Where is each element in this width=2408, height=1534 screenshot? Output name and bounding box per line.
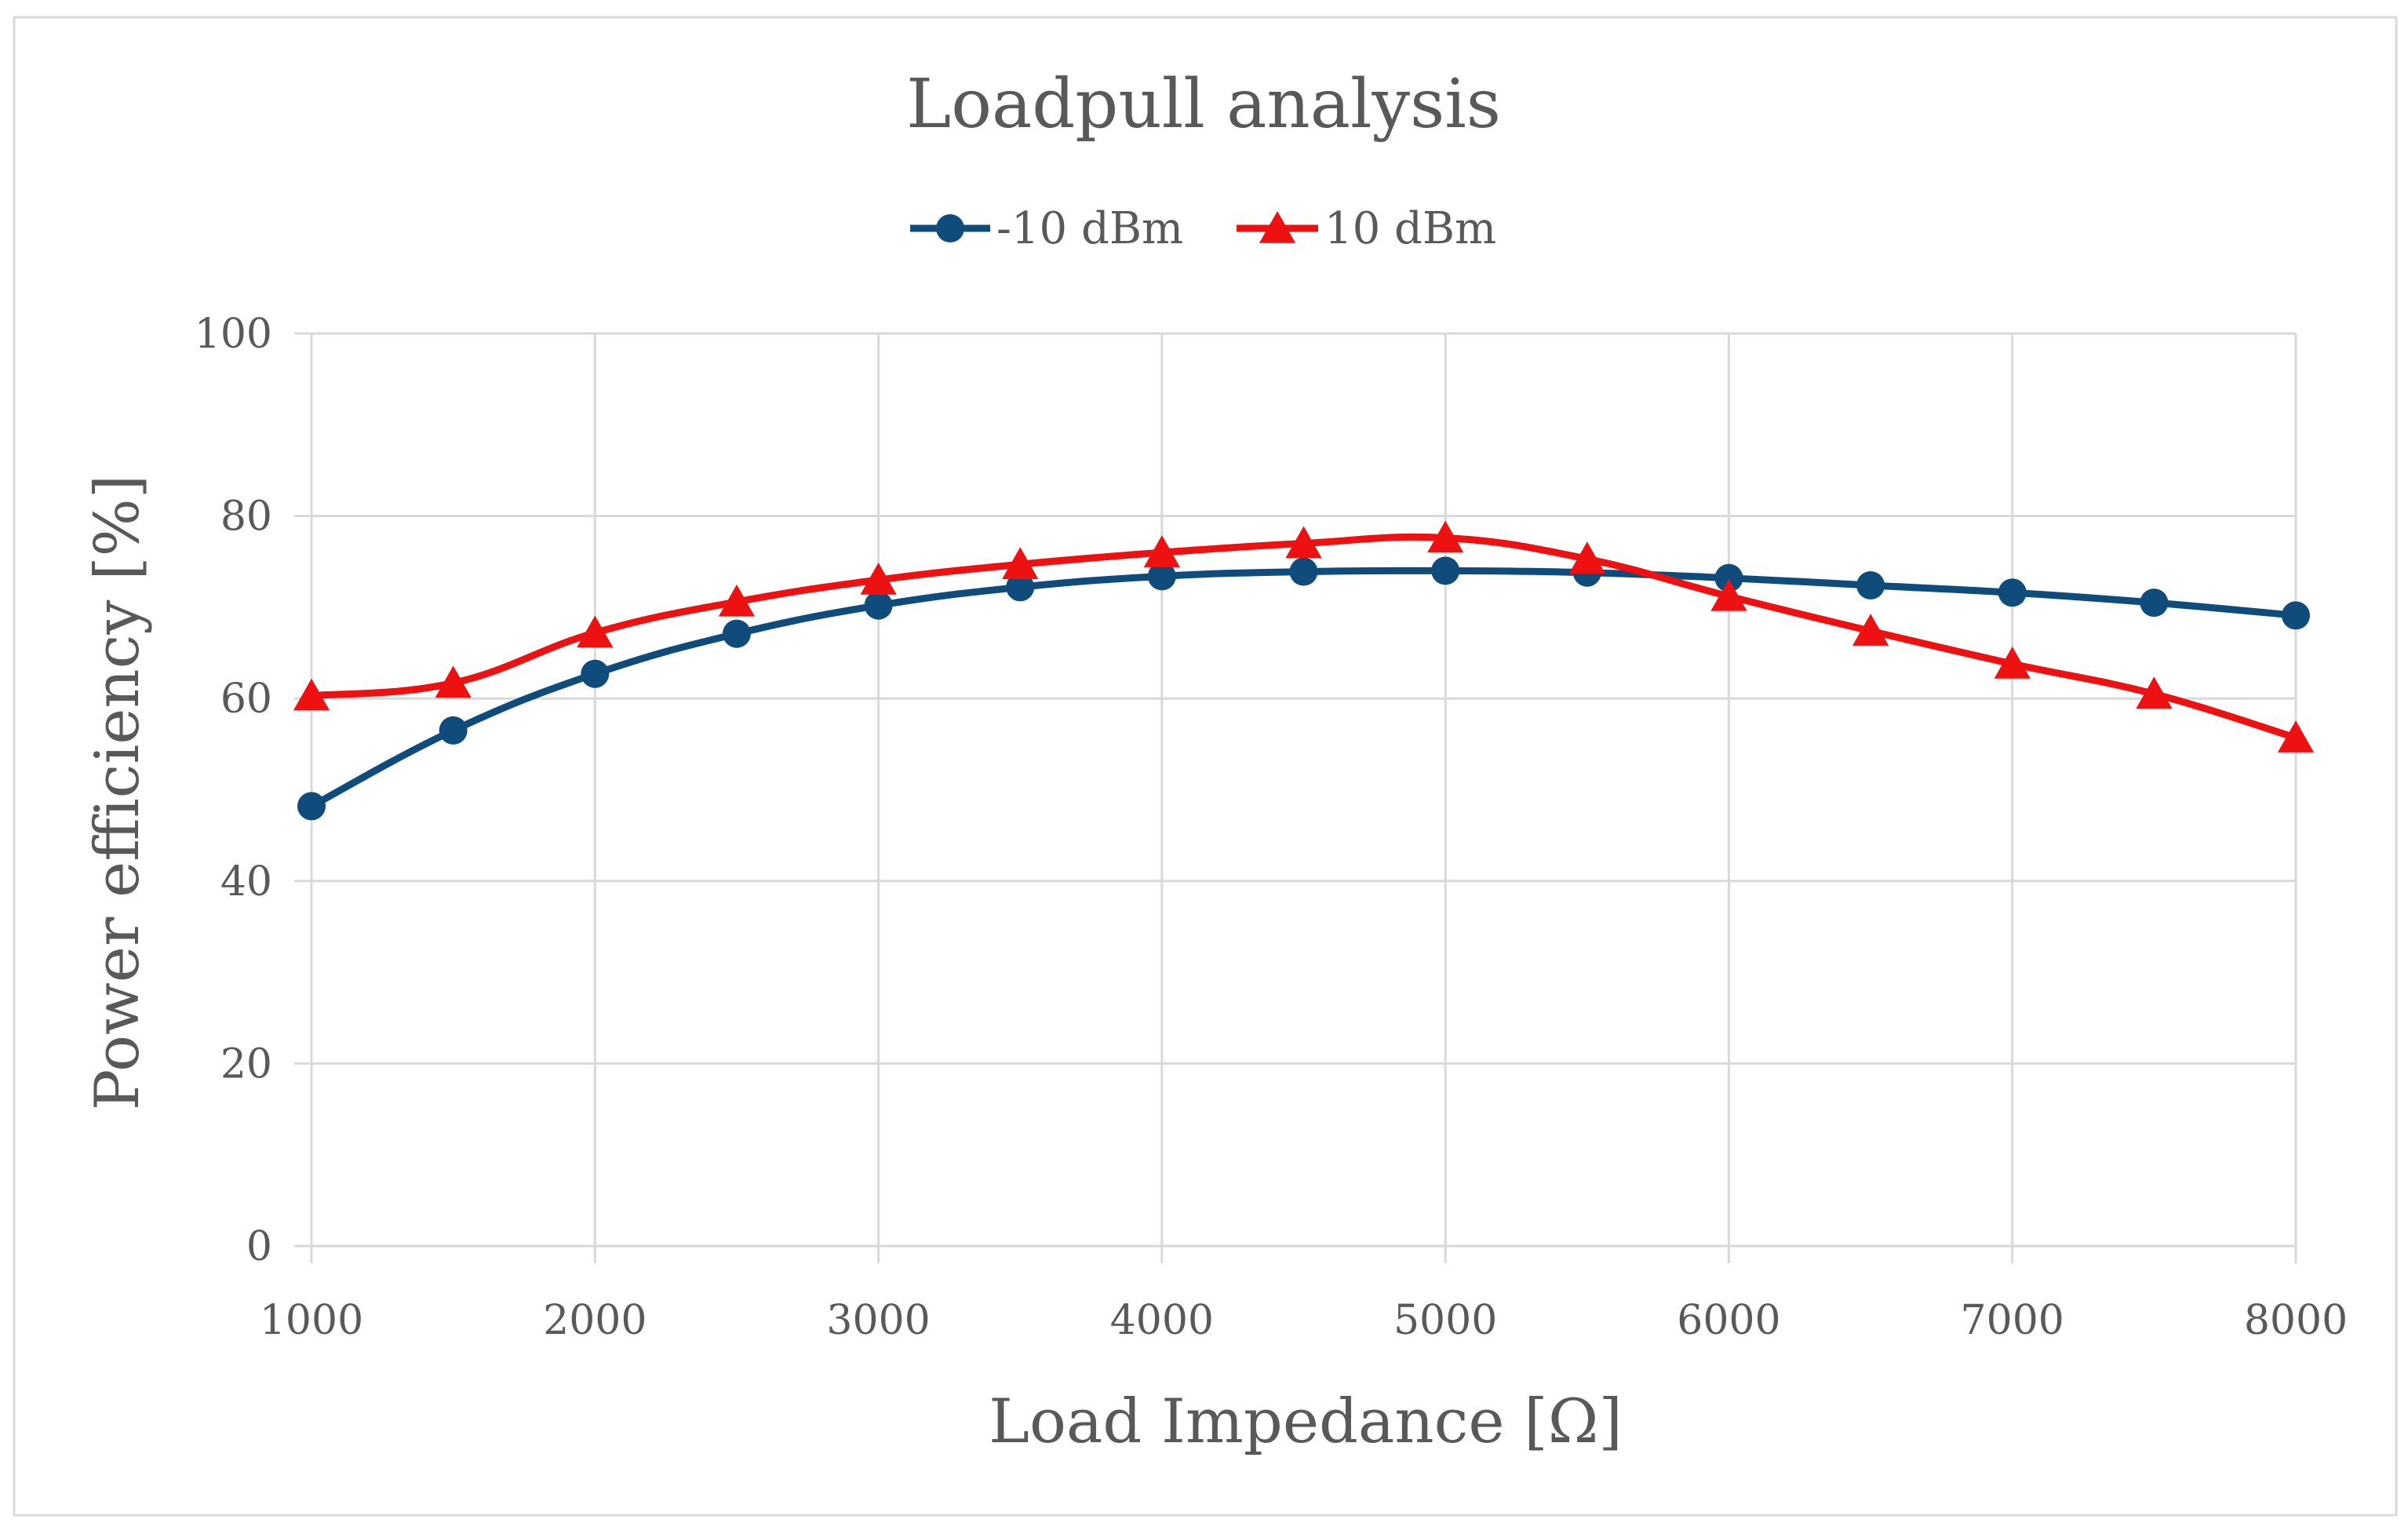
- data-point: [577, 615, 614, 648]
- data-point: [1002, 547, 1039, 579]
- y-axis: 0 20 40 60 80 100: [195, 311, 311, 1270]
- y-tick-label: 0: [246, 1223, 272, 1270]
- data-point: [1285, 526, 1322, 559]
- y-tick-label: 40: [220, 858, 272, 905]
- data-point: [1289, 557, 1318, 586]
- data-point: [1431, 556, 1460, 585]
- series-layer: [293, 520, 2315, 821]
- data-point: [297, 792, 326, 821]
- data-point: [1710, 578, 1747, 611]
- y-tick-label: 100: [195, 311, 272, 358]
- legend-marker: [1259, 211, 1296, 243]
- legend-item-0: -10 dBm: [910, 203, 1183, 254]
- legend: -10 dBm 10 dBm: [910, 203, 1496, 254]
- series-1: [293, 520, 2315, 752]
- gridlines: [310, 332, 2297, 1263]
- data-point: [1856, 570, 1885, 599]
- data-point: [860, 563, 897, 595]
- x-axis: 1000 2000 3000 4000 5000 6000 7000 8000: [260, 1297, 2348, 1344]
- data-point: [435, 665, 472, 698]
- y-tick-label: 60: [220, 676, 272, 723]
- data-point: [1852, 614, 1889, 646]
- y-tick-label: 20: [220, 1040, 272, 1088]
- legend-marker: [936, 214, 964, 242]
- x-tick-label: 6000: [1677, 1297, 1780, 1344]
- series-0: [297, 556, 2310, 821]
- chart-area-border: [13, 16, 2398, 1517]
- data-point: [1998, 578, 2027, 607]
- x-tick-label: 8000: [2244, 1297, 2348, 1344]
- data-point: [581, 659, 610, 688]
- data-point: [1143, 535, 1180, 567]
- x-tick-label: 1000: [260, 1297, 363, 1344]
- data-point: [1427, 520, 1464, 553]
- data-point: [1147, 562, 1176, 591]
- x-tick-label: 2000: [543, 1297, 647, 1344]
- x-tick-label: 5000: [1393, 1297, 1497, 1344]
- x-tick-label: 4000: [1110, 1297, 1214, 1344]
- data-point: [439, 716, 468, 745]
- x-axis-title: Load Impedance [Ω]: [989, 1386, 1623, 1457]
- data-point: [293, 678, 330, 711]
- data-point: [1994, 647, 2031, 679]
- legend-label: 10 dBm: [1324, 203, 1496, 254]
- data-point: [2136, 676, 2173, 709]
- data-point: [2282, 601, 2310, 630]
- data-point: [718, 584, 756, 617]
- data-point: [2140, 588, 2169, 618]
- y-axis-title: Power efficiency [%]: [82, 475, 153, 1110]
- data-point: [722, 619, 751, 648]
- chart-title: Loadpull analysis: [906, 65, 1501, 144]
- data-point: [1714, 563, 1743, 592]
- y-tick-label: 80: [220, 494, 272, 541]
- data-point: [864, 591, 893, 620]
- data-point: [2277, 720, 2315, 752]
- data-point: [1006, 573, 1035, 602]
- legend-item-1: 10 dBm: [1237, 203, 1496, 254]
- x-tick-label: 7000: [1961, 1297, 2064, 1344]
- x-tick-label: 3000: [826, 1297, 930, 1344]
- data-point: [1568, 541, 1605, 574]
- legend-label: -10 dBm: [996, 203, 1183, 254]
